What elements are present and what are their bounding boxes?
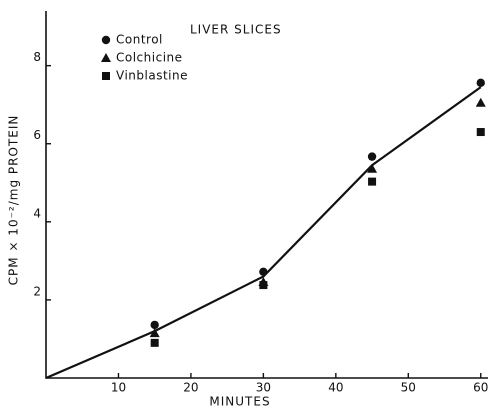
point	[367, 163, 378, 173]
point	[368, 177, 377, 186]
y-tick-label: 8	[33, 50, 41, 64]
legend-label: Control	[116, 33, 163, 47]
x-tick-label: 10	[111, 381, 126, 395]
x-tick-label: 60	[473, 381, 488, 395]
y-tick-label: 4	[33, 206, 41, 220]
point	[476, 78, 485, 88]
point	[259, 267, 268, 277]
point	[367, 152, 377, 161]
point	[476, 128, 485, 137]
point	[150, 320, 159, 330]
y-tick-label: 2	[33, 284, 41, 298]
y-axis-label: CPM × 10⁻²/mg PROTEIN	[7, 115, 21, 286]
point	[475, 97, 486, 107]
x-tick-label: 50	[401, 381, 416, 395]
point	[101, 35, 111, 45]
legend-label: Vinblastine	[116, 69, 188, 83]
point	[101, 53, 111, 62]
chart-title: LIVER SLICES	[190, 23, 282, 37]
legend-label: Colchicine	[116, 51, 183, 65]
trend-line	[45, 86, 482, 380]
point	[150, 338, 159, 347]
x-tick-label: 30	[256, 381, 271, 395]
point	[259, 281, 268, 290]
x-tick-label: 20	[183, 381, 198, 395]
x-tick-label: 40	[328, 381, 343, 395]
point	[149, 328, 160, 338]
y-tick-label: 6	[33, 128, 41, 142]
axes	[45, 11, 488, 379]
x-axis-label: MINUTES	[209, 395, 270, 409]
point	[102, 72, 110, 80]
